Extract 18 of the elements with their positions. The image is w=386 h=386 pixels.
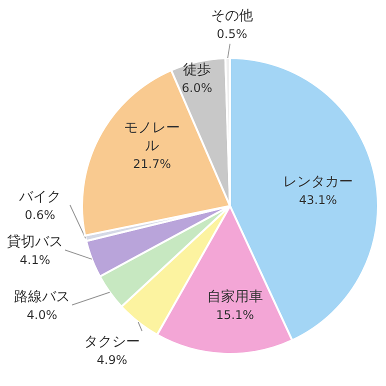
slice-label: 貸切バス xyxy=(7,234,63,250)
slice-label: その他 xyxy=(211,8,253,24)
data-label: 0.5% xyxy=(216,27,248,41)
slice-label: レンタカー xyxy=(283,174,353,190)
slice-label: バイク xyxy=(18,189,61,205)
slice-label: 路線バス xyxy=(14,289,70,305)
data-label: 0.6% xyxy=(24,208,56,222)
slice-label: モノレール xyxy=(124,120,180,154)
data-label: 4.9% xyxy=(96,353,128,367)
data-label: 4.0% xyxy=(26,308,58,322)
slice-label: 徒歩 xyxy=(183,62,211,78)
slice-label: 自家用車 xyxy=(207,289,263,305)
data-label: 43.1% xyxy=(298,193,338,207)
data-label: 6.0% xyxy=(182,81,212,95)
data-label: 15.1% xyxy=(216,308,254,322)
data-label: 4.1% xyxy=(20,253,50,267)
slice-label: タクシー xyxy=(84,334,140,350)
data-label: 21.7% xyxy=(132,157,172,171)
